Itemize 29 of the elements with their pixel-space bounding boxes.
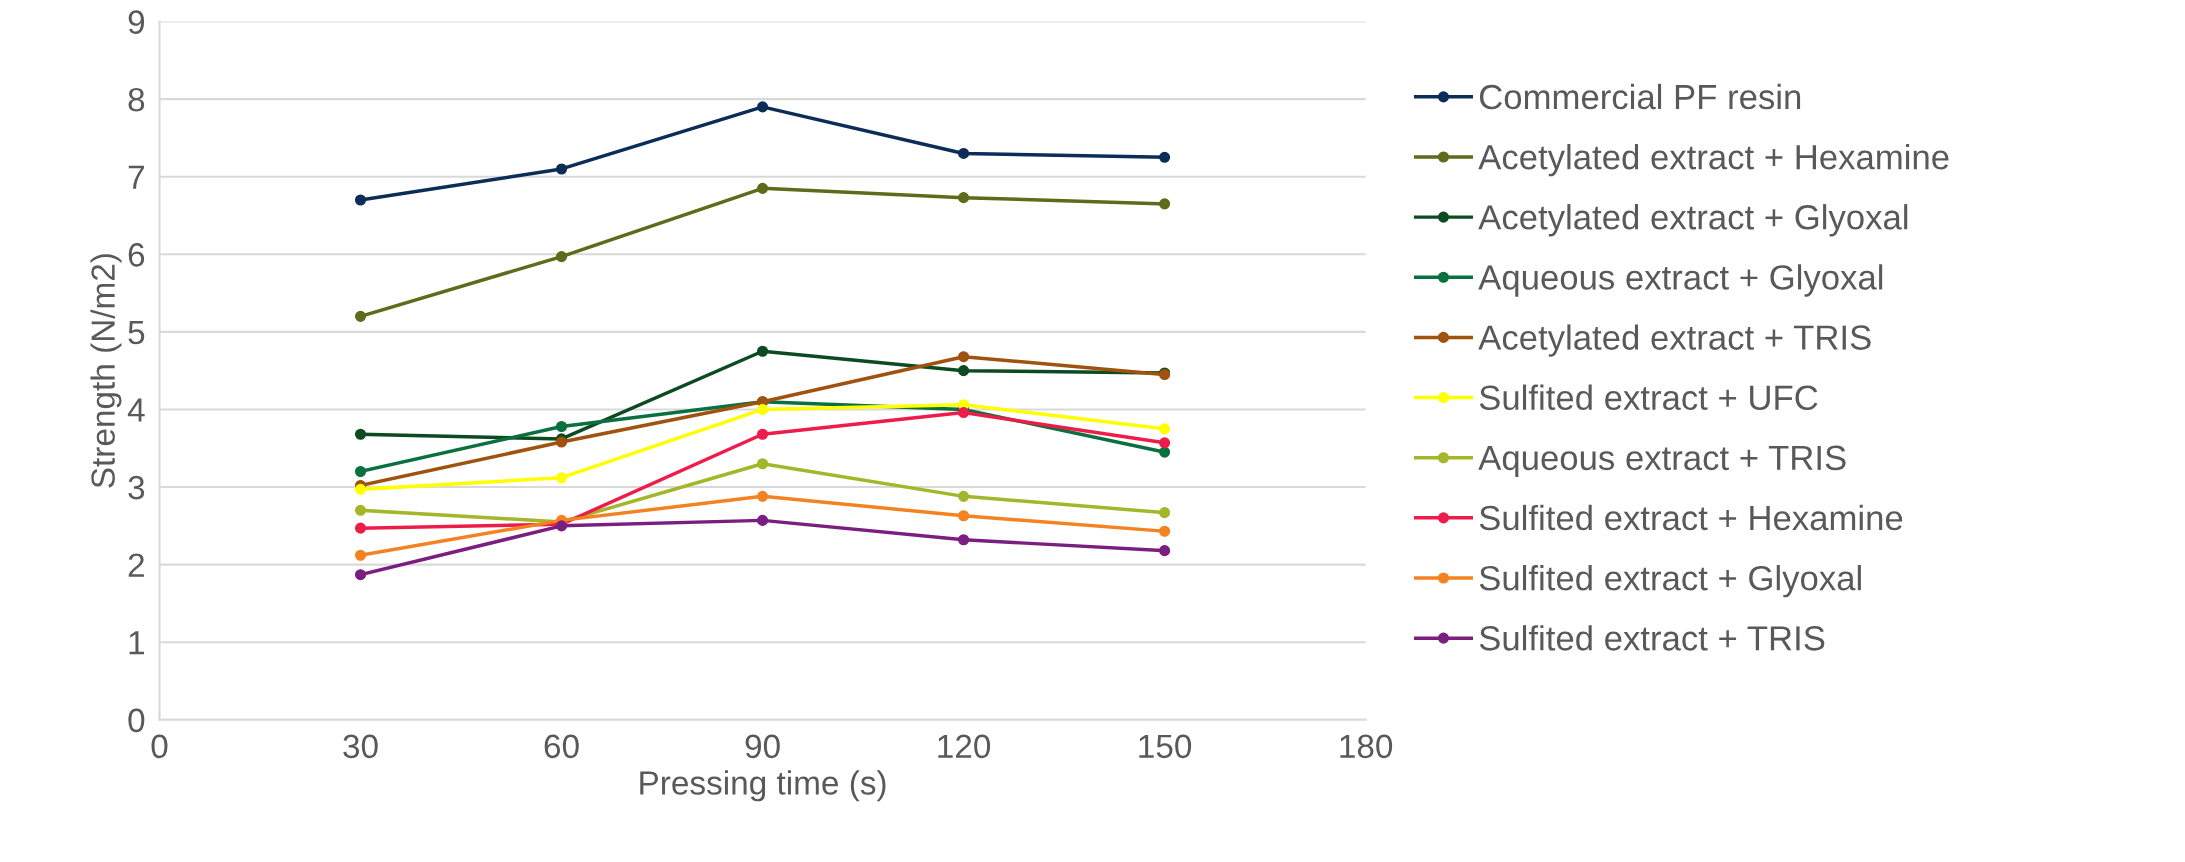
legend-label: Acetylated extract + TRIS xyxy=(1478,324,1871,357)
legend-label: Sulfited extract + Glyoxal xyxy=(1479,564,1861,598)
y-tick-label: 9 xyxy=(128,10,145,34)
legend-label: Sulfited extract + UFC xyxy=(1479,384,1818,411)
y-tick-label: 6 xyxy=(128,243,145,267)
y-tick-label: 0 xyxy=(128,708,145,733)
legend-label: Sulfited extract + TRIS xyxy=(1479,625,1825,651)
x-tick-label: 0 xyxy=(151,734,168,759)
y-tick-label: 4 xyxy=(127,398,145,422)
x-tick-label: 150 xyxy=(1139,734,1192,759)
legend-label: Acetylated extract + Glyoxal xyxy=(1478,204,1908,237)
y-tick-label: 3 xyxy=(128,475,145,500)
x-tick-label: 90 xyxy=(745,734,780,759)
x-tick-label: 60 xyxy=(544,734,579,759)
y-tick-label: 2 xyxy=(128,553,144,577)
legend-label: Sulfited extract + Hexamine xyxy=(1479,504,1903,531)
x-axis-title: Pressing time (s) xyxy=(640,770,886,802)
y-axis-title: Strength (N/m2) xyxy=(90,254,122,488)
y-tick-label: 5 xyxy=(128,321,145,345)
y-tick-label: 1 xyxy=(129,631,144,655)
x-tick-label: 120 xyxy=(938,734,991,759)
legend-label: Aqueous extract + Glyoxal xyxy=(1478,264,1883,297)
legend-label: Commercial PF resin xyxy=(1479,83,1801,110)
x-tick-label: 30 xyxy=(343,734,378,759)
y-tick-label: 7 xyxy=(128,165,144,189)
legend-label: Aqueous extract + TRIS xyxy=(1478,445,1846,478)
x-tick-label: 180 xyxy=(1340,734,1393,759)
y-tick-label: 8 xyxy=(128,87,145,112)
legend-label: Acetylated extract + Hexamine xyxy=(1478,143,1949,177)
